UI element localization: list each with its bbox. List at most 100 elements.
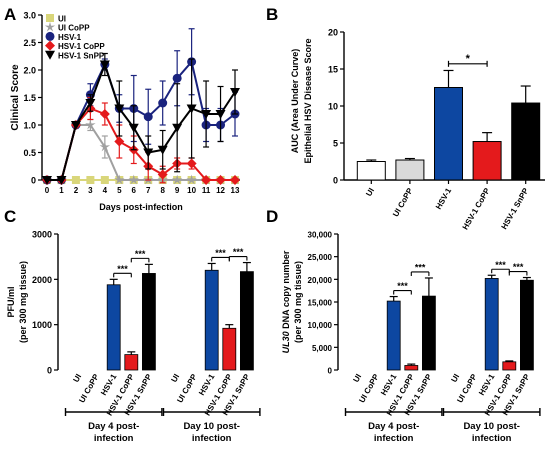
bar — [106, 284, 121, 371]
x-tick-label: 13 — [231, 186, 240, 195]
data-point — [201, 175, 212, 185]
significance-label: * — [466, 53, 471, 65]
data-point — [56, 176, 67, 185]
y-tick-label: 20,000 — [308, 276, 333, 285]
data-point — [70, 121, 81, 130]
x-tick-label: 5 — [117, 186, 122, 195]
x-tick-label: 0 — [45, 186, 50, 195]
significance-label: *** — [415, 262, 426, 272]
data-point — [158, 98, 168, 108]
x-tick-label: 12 — [216, 186, 225, 195]
data-point — [114, 136, 125, 147]
y-tick-label: 0.5 — [23, 148, 36, 158]
data-point — [128, 123, 139, 133]
group-label: Day 4 post- — [88, 421, 139, 432]
legend-label: HSV-1 SnPP — [58, 51, 105, 60]
data-point — [99, 109, 110, 119]
series-line — [47, 124, 235, 181]
data-point — [114, 104, 125, 114]
panel-label-d: D — [266, 207, 278, 226]
legend-label: UI — [58, 15, 66, 24]
x-tick-label: 1 — [59, 186, 64, 195]
data-point — [128, 174, 139, 185]
significance-label: *** — [135, 249, 146, 259]
data-point — [215, 175, 226, 185]
y-tick-label: 2.5 — [23, 38, 36, 48]
data-point — [42, 176, 52, 185]
data-point — [171, 174, 183, 185]
y-tick-label: 0 — [333, 176, 338, 186]
panel-a-line-chart: 00.51.01.52.02.53.00 1 2 3 4 5 6 7 8 9 10 11 12 13Day… — [10, 11, 241, 212]
group-label-line2: infection — [192, 433, 232, 444]
legend-label: HSV-1 CoPP — [58, 42, 105, 51]
panel-label-a: A — [4, 5, 16, 24]
y-tick-label: 0 — [328, 367, 333, 376]
significance-label: *** — [397, 281, 408, 291]
y-tick-label: 15 — [328, 65, 338, 75]
data-point — [143, 148, 154, 158]
data-point — [71, 176, 80, 184]
bar — [141, 273, 156, 371]
group-label-line2: infection — [94, 433, 134, 444]
bar — [222, 327, 237, 371]
x-category-label: UI — [351, 373, 363, 384]
y-axis-title: UL30 DNA copy number — [281, 250, 291, 353]
bar — [356, 161, 386, 181]
x-category-label: UI — [449, 373, 461, 384]
data-point — [172, 73, 182, 83]
y-axis-title-rest: DNA copy number — [281, 250, 291, 331]
data-point — [86, 176, 95, 184]
legend-marker — [45, 31, 55, 41]
group-label-line2: infection — [374, 433, 414, 444]
data-point — [85, 99, 96, 108]
bar — [520, 279, 534, 371]
data-point — [157, 169, 168, 180]
series-hsv-1-snpp — [42, 52, 240, 185]
bar — [386, 300, 401, 371]
data-point — [230, 175, 240, 185]
significance-label: *** — [513, 262, 524, 272]
legend-label: UI CoPP — [58, 24, 90, 33]
x-axis-title: Days post-infection — [99, 202, 183, 212]
legend-marker — [46, 14, 54, 22]
x-tick-label: 11 — [202, 186, 211, 195]
legend-marker — [45, 50, 55, 60]
significance-label: *** — [117, 264, 128, 274]
x-tick-label: 6 — [132, 186, 137, 195]
y-tick-label: 20 — [328, 28, 338, 38]
y-tick-label: 10 — [328, 102, 338, 112]
significance-label: *** — [215, 248, 226, 258]
panel-label-b: B — [266, 5, 278, 24]
y-tick-label: 3000 — [32, 230, 52, 240]
group-label: Day 4 post- — [368, 421, 419, 432]
x-category-label: UI — [169, 373, 181, 384]
series-line — [47, 107, 235, 181]
y-tick-label: 30,000 — [308, 231, 333, 240]
data-point — [201, 110, 212, 119]
panel-d-bar-chart: 0 5,000 10,000 15,000 20,000 25,000 30,000 UI UI… — [281, 231, 541, 444]
data-point — [143, 112, 153, 122]
y-tick-label: 2.0 — [23, 66, 36, 76]
x-tick-label: 8 — [160, 186, 165, 195]
y-axis-title-line2: (per 300 mg tissue) — [18, 261, 28, 343]
legend-marker — [45, 40, 55, 51]
bar — [421, 295, 436, 371]
significance-label: *** — [495, 260, 506, 270]
x-category-label: UI — [71, 373, 83, 384]
bar — [395, 159, 425, 181]
data-point — [99, 141, 111, 152]
data-point — [215, 110, 226, 119]
x-tick-label: 7 — [146, 186, 151, 195]
bar — [511, 102, 541, 181]
y-tick-label: 15,000 — [308, 299, 333, 308]
data-point — [99, 60, 110, 70]
bar — [484, 278, 499, 371]
data-point — [172, 123, 183, 133]
y-tick-label: 3.0 — [23, 11, 36, 21]
x-tick-label: UI — [364, 187, 376, 198]
data-point — [186, 158, 197, 169]
y-axis-title: Clinical Score — [10, 64, 21, 131]
